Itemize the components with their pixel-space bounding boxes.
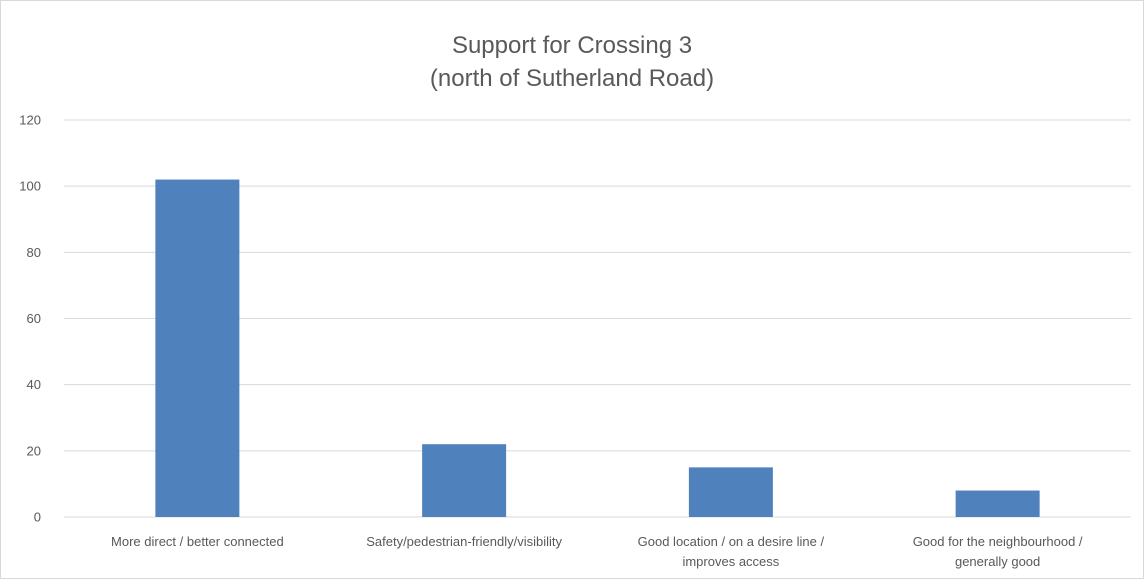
y-axis-ticks: 0 20 40 60 80 100 120 bbox=[19, 113, 41, 525]
y-tick-label: 40 bbox=[27, 377, 41, 392]
bars bbox=[155, 179, 1040, 518]
y-tick-label: 20 bbox=[27, 443, 41, 458]
bar-1 bbox=[155, 179, 240, 518]
x-category-label: Good location / on a desire line / bbox=[638, 534, 825, 549]
y-tick-label: 0 bbox=[34, 510, 41, 525]
y-tick-label: 120 bbox=[19, 113, 41, 128]
bar-2 bbox=[422, 444, 507, 517]
x-axis-categories: More direct / better connected Safety/ped… bbox=[111, 534, 1083, 569]
chart-title-line-1: Support for Crossing 3 bbox=[452, 32, 692, 59]
chart-title: Support for Crossing 3 (north of Sutherla… bbox=[430, 32, 714, 92]
x-category-label: Good for the neighbourhood / bbox=[913, 534, 1083, 549]
gridlines bbox=[64, 119, 1131, 518]
y-tick-label: 60 bbox=[27, 311, 41, 326]
x-category-label: generally good bbox=[955, 554, 1040, 569]
y-tick-label: 80 bbox=[27, 245, 41, 260]
bar-4 bbox=[955, 490, 1040, 517]
chart-title-line-2: (north of Sutherland Road) bbox=[430, 65, 714, 92]
bar-3 bbox=[688, 467, 773, 517]
x-category-label: Safety/pedestrian-friendly/visibility bbox=[366, 534, 562, 549]
x-category-label: improves access bbox=[682, 554, 779, 569]
x-category-label: More direct / better connected bbox=[111, 534, 284, 549]
y-tick-label: 100 bbox=[19, 179, 41, 194]
